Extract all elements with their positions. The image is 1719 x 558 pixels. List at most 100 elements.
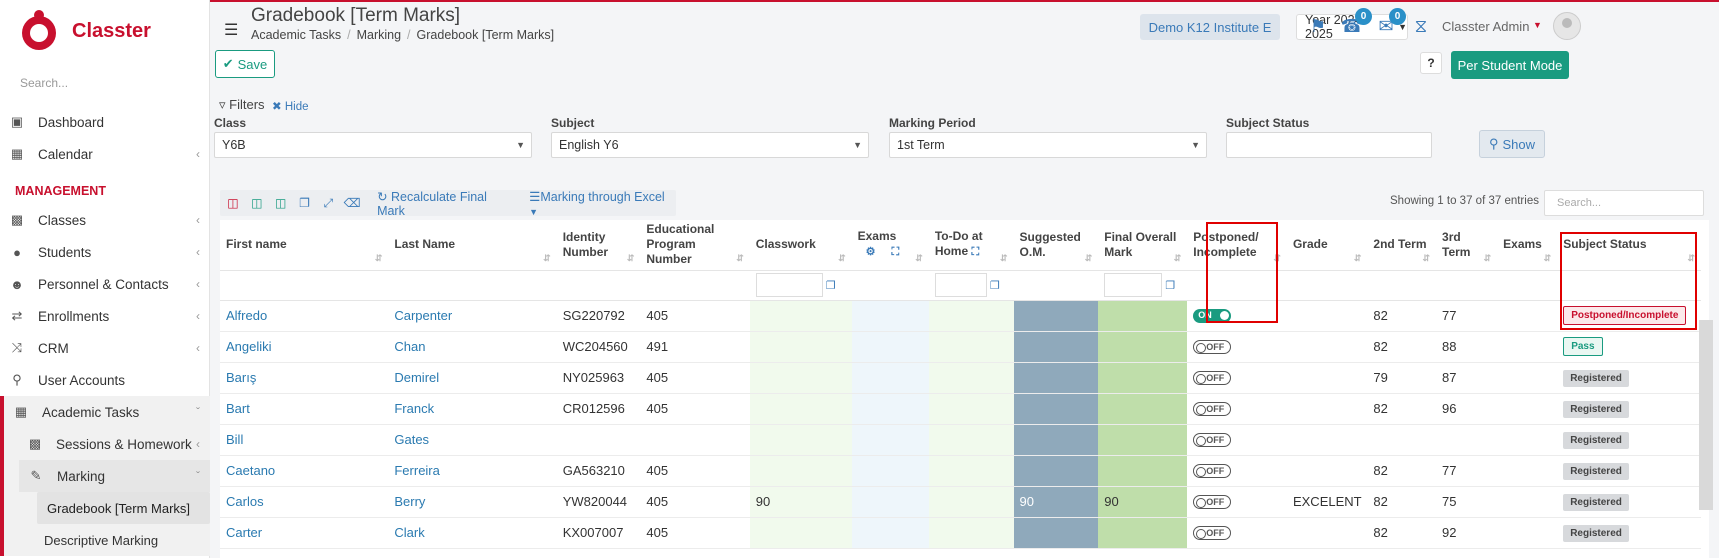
col-exams[interactable]: Exams ⚙ ⛶ ⇵ [851, 220, 929, 271]
student-first-name-link[interactable]: Caetano [226, 463, 276, 478]
copy-icon[interactable]: ❐ [1165, 279, 1176, 292]
col-grade[interactable]: Grade ⇵ [1286, 220, 1368, 271]
postponed-toggle[interactable]: OFF [1193, 495, 1232, 510]
recalculate-final-mark-button[interactable]: ↻ Recalculate Final Mark [377, 189, 517, 218]
sidebar-search-input[interactable]: Search... [20, 76, 69, 90]
student-last-name-link[interactable]: Chan [394, 339, 426, 354]
settings-icon[interactable]: ⚙ [865, 246, 876, 259]
col-todo-at-home[interactable]: To-Do at Home ⛶ ⇵ [928, 220, 1014, 271]
table-cell [928, 486, 1014, 518]
postponed-toggle[interactable]: OFF [1193, 526, 1232, 541]
table-cell: 405 [640, 393, 750, 425]
final-mark-value[interactable]: 90 [1104, 494, 1119, 509]
postponed-toggle[interactable]: OFF [1193, 371, 1232, 386]
subject-status-select[interactable] [1226, 132, 1432, 158]
per-student-mode-button[interactable]: Per Student Mode [1451, 51, 1569, 79]
sidebar-item-crm[interactable]: ⤨ CRM ‹ [0, 332, 210, 364]
expand-icon[interactable]: ⛶ [891, 246, 900, 259]
student-first-name-link[interactable]: Alfredo [226, 308, 268, 323]
envelope-icon[interactable]: ✉ 0 [1374, 8, 1406, 38]
vertical-scrollbar[interactable] [1699, 320, 1713, 510]
show-button[interactable]: ⚲ Show [1479, 130, 1545, 158]
col-last-name[interactable]: Last Name ⇵ [388, 220, 557, 271]
pdf-export-icon[interactable]: ◫ [227, 196, 239, 210]
caret-down-icon[interactable]: ▼ [1533, 20, 1542, 30]
col-exams-2[interactable]: Exams ⇵ [1497, 220, 1558, 271]
excel-export-icon[interactable]: ◫ [251, 196, 263, 210]
col-educational-program[interactable]: Educational Program Number ⇵ [640, 220, 750, 271]
sidebar-item-descriptive-marking[interactable]: Descriptive Marking [4, 524, 210, 556]
sidebar-item-sessions-homework[interactable]: ▩ Sessions & Homework ‹ [4, 428, 210, 460]
col-identity-number[interactable]: Identity Number ⇵ [556, 220, 641, 271]
logo[interactable]: Classter [18, 10, 151, 52]
student-last-name-link[interactable]: Carpenter [394, 308, 453, 323]
postponed-toggle[interactable]: OFF [1193, 340, 1232, 355]
table-cell: 82 [1367, 455, 1437, 487]
col-subject-status[interactable]: Subject Status ⇵ [1557, 220, 1701, 271]
col-classwork[interactable]: Classwork ⇵ [749, 220, 852, 271]
postponed-toggle[interactable]: OFF [1193, 402, 1232, 417]
marking-through-excel-dropdown[interactable]: ☰Marking through Excel ▼ [529, 189, 676, 218]
student-first-name-link[interactable]: Bill [226, 432, 244, 447]
student-last-name-link[interactable]: Demirel [394, 370, 440, 385]
breadcrumb-item[interactable]: Marking [356, 28, 402, 42]
table-cell [1098, 517, 1188, 549]
student-last-name-link[interactable]: Ferreira [394, 463, 440, 478]
student-first-name-link[interactable]: Barış [226, 370, 257, 385]
breadcrumb-item[interactable]: Academic Tasks [251, 28, 342, 42]
postponed-toggle[interactable]: ON [1193, 309, 1232, 324]
student-last-name-link[interactable]: Clark [394, 525, 425, 540]
sidebar-item-academic-tasks[interactable]: ▦ Academic Tasks ˇ [4, 396, 210, 428]
student-first-name-link[interactable]: Carter [226, 525, 263, 540]
col-suggested-om[interactable]: Suggested O.M. ⇵ [1013, 220, 1099, 271]
user-menu[interactable]: Classter Admin [1442, 19, 1530, 34]
compress-icon[interactable]: ⤢ [323, 195, 334, 210]
copy-icon[interactable]: ❐ [299, 196, 310, 210]
copy-icon[interactable]: ❐ [825, 279, 836, 292]
classwork-mark[interactable]: 90 [755, 494, 771, 509]
col-2nd-term[interactable]: 2nd Term ⇵ [1367, 220, 1437, 271]
copy-icon[interactable]: ❐ [989, 279, 1000, 292]
layers-add-icon[interactable]: ⧖ [1414, 15, 1428, 36]
pin-icon: ✖ [272, 101, 282, 113]
col-3rd-term[interactable]: 3rd Term ⇵ [1436, 220, 1498, 271]
subject-select[interactable]: English Y6 ▼ [551, 132, 869, 158]
final-mark-bulk-input[interactable] [1104, 273, 1163, 297]
flag-icon[interactable]: ⚑ [1309, 15, 1327, 36]
sidebar-item-personnel[interactable]: ☻ Personnel & Contacts ‹ [0, 268, 210, 300]
institute-selector[interactable]: Demo K12 Institute E [1140, 14, 1280, 40]
col-first-name[interactable]: First name ⇵ [220, 220, 389, 271]
table-search-input[interactable]: Search... [1544, 190, 1704, 216]
todo-bulk-input[interactable] [934, 273, 987, 297]
postponed-toggle[interactable]: OFF [1193, 464, 1232, 479]
sidebar-item-gradebook[interactable]: Gradebook [Term Marks] [37, 492, 210, 524]
sidebar-item-classes[interactable]: ▩ Classes ‹ [0, 204, 210, 236]
col-final-overall-mark[interactable]: Final Overall Mark ⇵ [1098, 220, 1188, 271]
eraser-icon[interactable]: ⌫ [343, 196, 361, 210]
student-first-name-link[interactable]: Bart [226, 401, 250, 416]
expand-icon[interactable]: ⛶ [971, 246, 980, 259]
avatar[interactable] [1553, 12, 1581, 40]
student-last-name-link[interactable]: Franck [394, 401, 435, 416]
student-first-name-link[interactable]: Angeliki [226, 339, 272, 354]
save-button[interactable]: ✔ Save [215, 50, 275, 78]
sidebar-item-dashboard[interactable]: ▣ Dashboard [0, 106, 210, 138]
help-button[interactable]: ? [1420, 52, 1442, 74]
sidebar-item-calendar[interactable]: ▦ Calendar ‹ [0, 138, 210, 170]
student-last-name-link[interactable]: Berry [394, 494, 426, 509]
sidebar-item-marking[interactable]: ✎ Marking ˇ [19, 460, 210, 492]
sidebar-item-user-accounts[interactable]: ⚲ User Accounts [0, 364, 210, 396]
col-postponed-incomplete[interactable]: Postponed/ Incomplete ⇵ [1187, 220, 1287, 271]
sidebar-item-enrollments[interactable]: ⇄ Enrollments ‹ [0, 300, 210, 332]
student-last-name-link[interactable]: Gates [394, 432, 430, 447]
classwork-bulk-input[interactable] [755, 273, 823, 297]
class-select[interactable]: Y6B ▼ [214, 132, 532, 158]
sidebar-item-students[interactable]: ● Students ‹ [0, 236, 210, 268]
menu-toggle-icon[interactable]: ☰ [224, 22, 239, 39]
bell-icon[interactable]: ☎ 0 [1340, 8, 1372, 38]
hide-filters-link[interactable]: ✖ Hide [272, 99, 309, 113]
marking-period-select[interactable]: 1st Term ▼ [889, 132, 1207, 158]
csv-export-icon[interactable]: ◫ [274, 196, 287, 210]
student-first-name-link[interactable]: Carlos [226, 494, 264, 509]
postponed-toggle[interactable]: OFF [1193, 433, 1232, 448]
